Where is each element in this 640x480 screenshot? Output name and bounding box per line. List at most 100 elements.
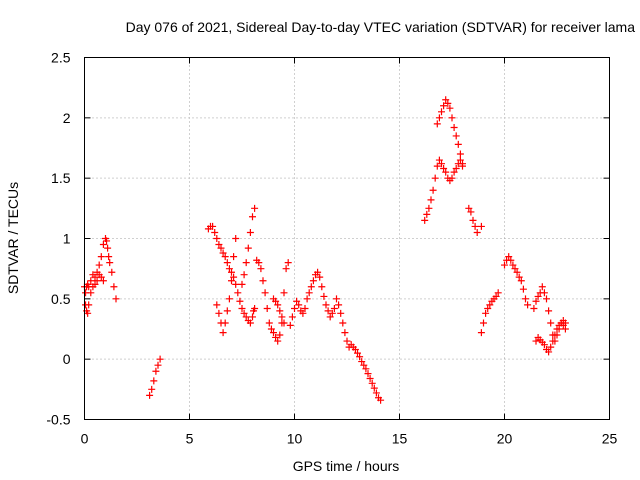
data-point (314, 268, 322, 276)
data-point (484, 304, 492, 312)
grid (84, 57, 610, 420)
data-point (106, 259, 114, 267)
x-tick-label: 20 (497, 431, 513, 447)
data-point (519, 285, 527, 293)
data-point (446, 104, 454, 112)
data-point (356, 353, 364, 361)
data-point (110, 283, 118, 291)
data-point (270, 329, 277, 337)
data-point (333, 295, 340, 303)
data-point (540, 289, 548, 297)
data-point (299, 309, 307, 317)
data-point (288, 313, 296, 321)
data-point (465, 204, 473, 212)
data-point (377, 396, 385, 404)
data-point (249, 313, 256, 321)
data-point (440, 165, 448, 173)
data-point (540, 341, 548, 349)
data-point (291, 304, 298, 312)
data-point (477, 329, 485, 337)
data-point (316, 273, 324, 281)
data-point (303, 295, 311, 303)
data-point (438, 160, 445, 168)
data-point (221, 319, 229, 327)
data-point (85, 301, 93, 309)
data-point (112, 295, 120, 303)
data-point (228, 277, 235, 285)
data-point (84, 309, 92, 317)
data-point (259, 277, 267, 285)
data-point (87, 289, 95, 297)
y-axis-label: SDTVAR / TECUs (5, 182, 21, 294)
data-point (559, 321, 567, 329)
data-point (549, 337, 557, 345)
data-point (450, 168, 458, 176)
data-point (99, 277, 107, 285)
data-point (423, 210, 431, 218)
plot-frame (84, 57, 610, 420)
data-point (217, 244, 225, 252)
data-point (219, 249, 227, 257)
data-point (150, 377, 158, 385)
data-point (354, 349, 361, 357)
data-point (307, 283, 315, 291)
data-point (251, 204, 259, 212)
data-point (301, 304, 309, 312)
data-point (351, 346, 359, 354)
data-point (286, 321, 294, 329)
data-point (440, 102, 448, 110)
data-point (211, 228, 219, 236)
data-point (431, 174, 439, 182)
data-point (305, 289, 313, 297)
data-point (477, 222, 485, 230)
data-point (251, 304, 259, 312)
data-point (104, 244, 112, 252)
data-point (448, 114, 456, 122)
data-point (545, 307, 553, 315)
data-point (152, 367, 160, 375)
data-point (230, 253, 238, 261)
data-point (471, 222, 479, 230)
data-point (232, 280, 240, 288)
data-point (543, 295, 550, 303)
data-point (448, 174, 456, 182)
data-point (244, 244, 252, 252)
data-point (93, 277, 101, 285)
y-tick-label: 2.5 (51, 50, 71, 66)
data-point (272, 297, 280, 305)
data-point (339, 319, 347, 327)
data-point (435, 114, 443, 122)
data-point (242, 313, 250, 321)
data-point (215, 241, 223, 249)
axis-ticks: 0 5 10 15 20 25 -0.5 0 0.5 1 1.5 2 2.5 (46, 50, 617, 447)
data-point (225, 295, 233, 303)
data-point (511, 265, 519, 273)
data-point (358, 358, 366, 366)
x-tick-label: 25 (602, 431, 618, 447)
data-point (492, 292, 500, 300)
data-point (246, 228, 254, 236)
y-tick-label: -0.5 (46, 412, 70, 428)
data-point (236, 297, 244, 305)
data-point (532, 337, 540, 345)
data-point (105, 253, 113, 261)
data-point (442, 168, 450, 176)
data-point (547, 319, 555, 327)
data-point (148, 385, 156, 393)
data-point (452, 165, 460, 173)
data-point (99, 241, 107, 249)
data-point (240, 309, 248, 317)
data-point (215, 309, 223, 317)
data-point (330, 304, 338, 312)
data-point (103, 237, 111, 245)
data-point (238, 280, 246, 288)
data-point (293, 297, 301, 305)
data-point (97, 273, 105, 281)
data-point (362, 365, 370, 373)
data-point (509, 261, 517, 269)
data-point (272, 333, 280, 341)
data-point (276, 331, 284, 339)
data-point (225, 265, 233, 273)
data-point (146, 391, 154, 399)
